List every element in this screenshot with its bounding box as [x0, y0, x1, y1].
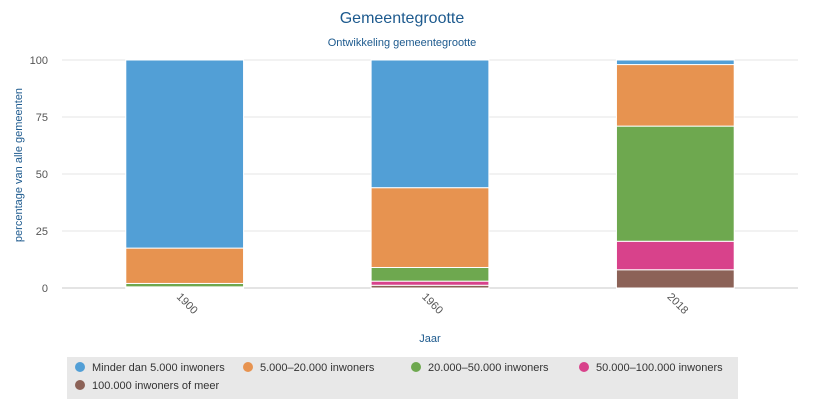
bar-segment[interactable]: [370, 187, 490, 268]
legend-marker: [75, 380, 85, 390]
bar-segment[interactable]: [125, 282, 245, 288]
bar-segment[interactable]: [125, 247, 245, 284]
legend-item[interactable]: Minder dan 5.000 inwoners: [75, 362, 225, 374]
legend-label: Minder dan 5.000 inwoners: [92, 362, 225, 374]
bar-segment[interactable]: [615, 64, 735, 127]
chart-subtitle: Ontwikkeling gemeentegrootte: [328, 37, 477, 49]
legend-item[interactable]: 50.000–100.000 inwoners: [579, 362, 723, 374]
x-axis-label: Jaar: [419, 333, 441, 345]
y-tick-label: 0: [42, 283, 48, 295]
legend-label: 20.000–50.000 inwoners: [428, 362, 549, 374]
legend-marker: [243, 362, 253, 372]
legend-marker: [411, 362, 421, 372]
legend-marker: [75, 362, 85, 372]
legend-item[interactable]: 20.000–50.000 inwoners: [411, 362, 549, 374]
bar-segment[interactable]: [615, 269, 735, 289]
bar-segment[interactable]: [615, 240, 735, 271]
legend-label: 100.000 inwoners of meer: [92, 380, 220, 392]
bar-segment[interactable]: [615, 125, 735, 242]
bar-segment[interactable]: [370, 59, 490, 189]
bar-segment[interactable]: [125, 59, 245, 249]
legend-item[interactable]: 5.000–20.000 inwoners: [243, 362, 375, 374]
legend-label: 5.000–20.000 inwoners: [260, 362, 375, 374]
legend-label: 50.000–100.000 inwoners: [596, 362, 723, 374]
legend-item[interactable]: 100.000 inwoners of meer: [75, 380, 220, 392]
y-axis-label: percentage van alle gemeenten: [13, 88, 25, 242]
x-axis-ticks: 1900 1960 2018: [174, 291, 690, 317]
y-axis-ticks: 0 25 50 75 100: [30, 55, 48, 295]
y-tick-label: 50: [36, 169, 48, 181]
y-tick-label: 75: [36, 112, 48, 124]
x-tick-label: 1960: [419, 291, 445, 317]
y-tick-label: 100: [30, 55, 48, 67]
bar-segment[interactable]: [370, 280, 490, 286]
legend-marker: [579, 362, 589, 372]
bar-segment[interactable]: [370, 266, 490, 282]
bar-segment[interactable]: [615, 59, 735, 66]
bars: [125, 59, 735, 289]
chart-title: Gemeentegrootte: [340, 10, 465, 27]
legend: Minder dan 5.000 inwoners 5.000–20.000 in…: [67, 357, 738, 399]
x-tick-label: 1900: [174, 291, 200, 317]
x-tick-label: 2018: [665, 291, 691, 317]
y-tick-label: 25: [36, 226, 48, 238]
legend-background: [67, 357, 738, 399]
